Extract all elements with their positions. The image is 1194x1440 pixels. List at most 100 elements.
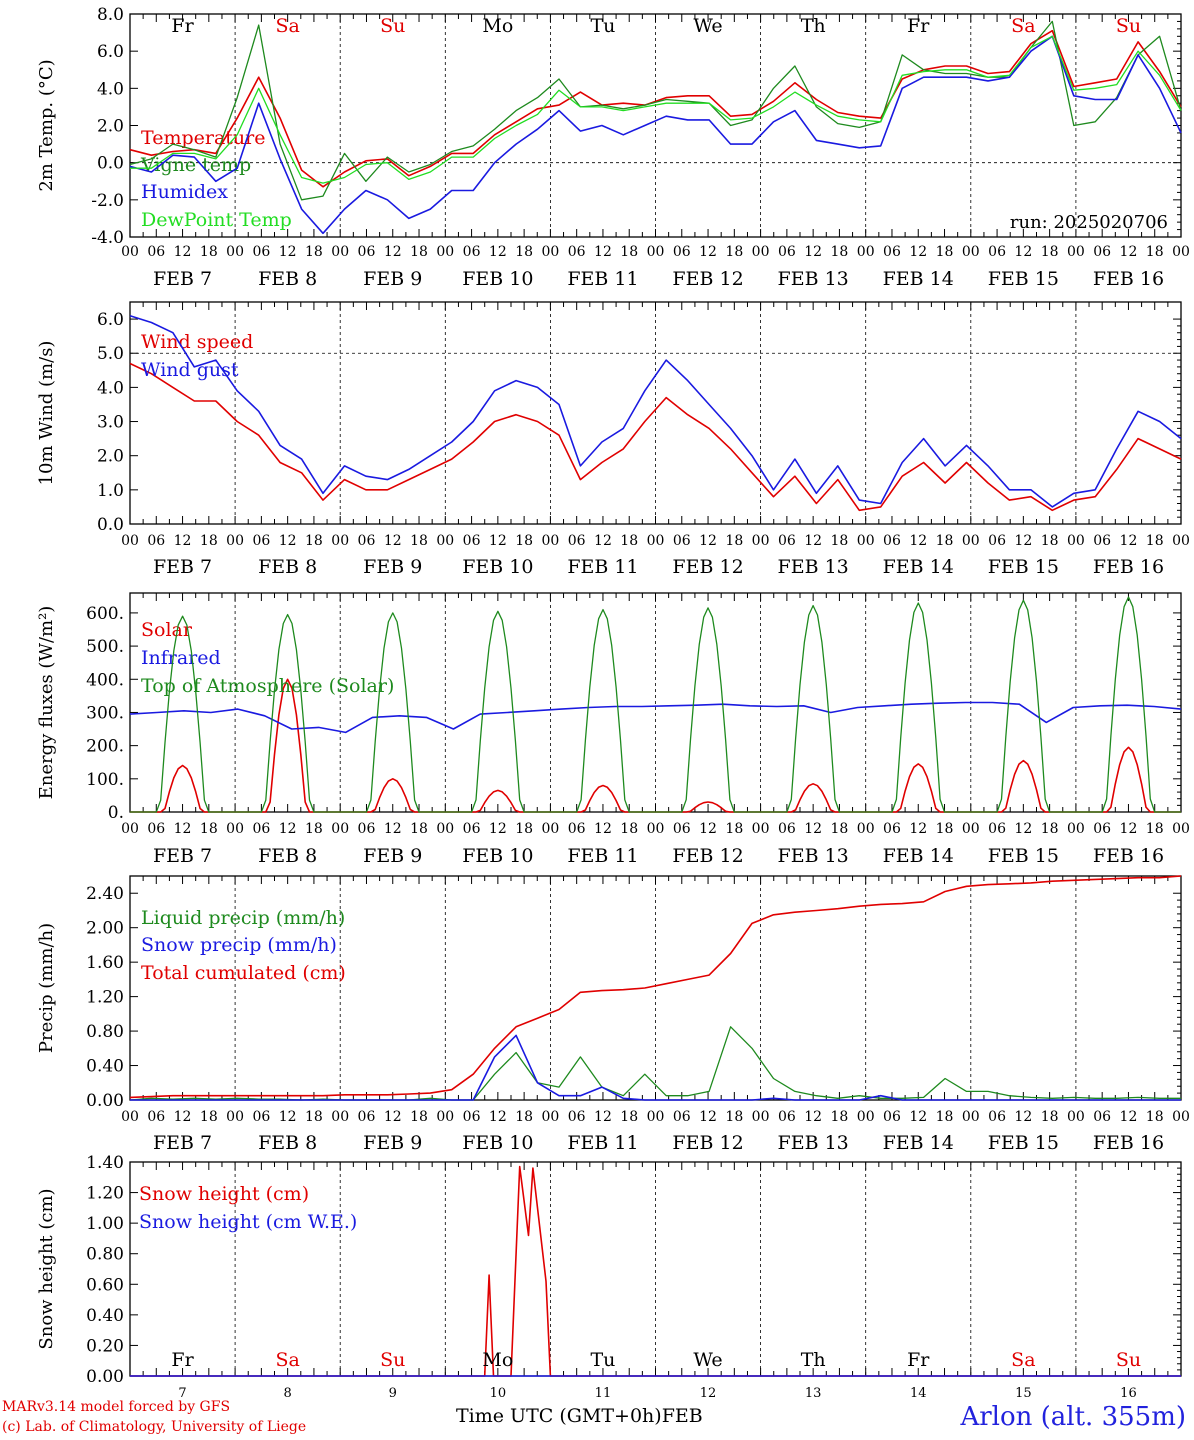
date-label: FEB 12	[672, 268, 743, 290]
y-tick-label: 0.00	[86, 1367, 124, 1387]
hour-label: 18	[725, 1109, 743, 1125]
hour-label: 06	[463, 244, 481, 260]
hour-label: 06	[252, 244, 270, 260]
hour-label: 18	[515, 1109, 533, 1125]
date-label: FEB 10	[462, 845, 533, 867]
hour-label: 06	[778, 1109, 796, 1125]
hour-label: 00	[121, 821, 139, 837]
hour-label: 18	[936, 244, 954, 260]
hour-label: 12	[279, 821, 297, 837]
hour-label: 00	[436, 533, 454, 549]
hour-label: 18	[1146, 1109, 1164, 1125]
hour-label: 12	[909, 821, 927, 837]
hour-label: 12	[1120, 1109, 1138, 1125]
legend-entry: Solar	[141, 619, 193, 641]
series-line-wind-gust	[129, 314, 1182, 508]
day-number-label: 14	[910, 1386, 927, 1401]
hour-label: 12	[174, 1109, 192, 1125]
y-tick-label: 2.0	[97, 117, 124, 137]
hour-label: 12	[174, 533, 192, 549]
hour-label: 18	[410, 533, 428, 549]
hour-label: 06	[463, 533, 481, 549]
plot-frame	[129, 13, 1182, 238]
hour-label: 00	[647, 821, 665, 837]
date-label: FEB 10	[462, 556, 533, 578]
y-tick-label: 4.0	[97, 79, 124, 99]
hour-label: 06	[358, 1109, 376, 1125]
y-tick-label: 6.0	[97, 310, 124, 330]
y-tick-label: 1.20	[86, 1184, 124, 1204]
panel-2: 0.0 1.0 2.0 3.0 4.0 5.0 6.0 10m Wind (m/s) Wind …	[36, 301, 1190, 578]
legend-entry: DewPoint Temp	[141, 209, 292, 231]
hour-label: 12	[384, 533, 402, 549]
series-line-wind-speed	[129, 362, 1182, 512]
weekday-label: Th	[801, 15, 826, 37]
hour-label: 00	[1067, 821, 1085, 837]
legend-entry: Total cumulated (cm)	[141, 962, 346, 984]
weekday-label: Tu	[590, 15, 615, 37]
date-label: FEB 9	[363, 845, 422, 867]
y-tick-label: 6.0	[97, 42, 124, 62]
hour-label: 12	[489, 1109, 507, 1125]
date-label: FEB 13	[778, 1132, 849, 1154]
date-label: FEB 15	[988, 268, 1059, 290]
hour-label: 06	[147, 821, 165, 837]
hour-label: 00	[962, 244, 980, 260]
legend-entry: Snow precip (mm/h)	[141, 934, 337, 956]
y-tick-label: 0.0	[97, 515, 124, 535]
hour-label: 06	[463, 1109, 481, 1125]
weekday-label: Su	[380, 15, 405, 37]
series-line-dewpoint-temp	[130, 35, 1182, 184]
hour-label: 12	[384, 244, 402, 260]
date-label: FEB 9	[363, 1132, 422, 1154]
hour-label: 00	[1067, 244, 1085, 260]
hour-label: 06	[1093, 244, 1111, 260]
hour-label: 12	[174, 244, 192, 260]
y-tick-label: 0.80	[86, 1245, 124, 1265]
weekday-label: Sa	[275, 15, 299, 37]
legend-entry: Infrared	[141, 647, 221, 669]
hour-label: 12	[384, 1109, 402, 1125]
hour-label: 00	[752, 533, 770, 549]
hour-label: 12	[804, 1109, 822, 1125]
hour-label: 00	[121, 533, 139, 549]
hour-label: 00	[857, 1109, 875, 1125]
hour-label: 06	[568, 533, 586, 549]
hour-label: 12	[909, 244, 927, 260]
date-label: FEB 8	[258, 845, 317, 867]
weekday-label: Sa	[1011, 1349, 1035, 1371]
hour-label: 06	[673, 244, 691, 260]
hour-label: 06	[988, 533, 1006, 549]
hour-label: 00	[857, 533, 875, 549]
weekday-label: We	[693, 1349, 722, 1371]
panel-5: 0.00 0.20 0.40 0.60 0.80 1.00 1.20 1.40 Snow hei…	[36, 1153, 1182, 1401]
date-label: FEB 7	[153, 556, 212, 578]
hour-label: 12	[594, 821, 612, 837]
hour-label: 12	[279, 244, 297, 260]
hour-label: 18	[1041, 533, 1059, 549]
hour-label: 18	[936, 533, 954, 549]
date-label: FEB 7	[153, 268, 212, 290]
legend-entry: Snow height (cm W.E.)	[139, 1211, 357, 1233]
lab-credit: (c) Lab. of Climatology, University of L…	[2, 1419, 307, 1435]
hour-label: 06	[883, 1109, 901, 1125]
legend-entry: Liquid precip (mm/h)	[141, 907, 345, 929]
y-tick-label: 1.60	[86, 953, 124, 973]
hour-label: 12	[594, 244, 612, 260]
date-label: FEB 11	[567, 556, 638, 578]
date-label: FEB 16	[1093, 845, 1164, 867]
hour-label: 18	[725, 821, 743, 837]
hour-label: 00	[1067, 533, 1085, 549]
hour-label: 18	[725, 244, 743, 260]
y-axis-title: Snow height (cm)	[36, 1188, 57, 1349]
legend-entry: Temperature	[141, 127, 265, 149]
hour-label: 00	[647, 533, 665, 549]
hour-label: 06	[778, 244, 796, 260]
weekday-label: Mo	[482, 15, 513, 37]
hour-label: 00	[647, 1109, 665, 1125]
hour-label: 12	[699, 1109, 717, 1125]
y-tick-label: 3.0	[97, 413, 124, 433]
series-line-humidex	[129, 35, 1182, 235]
weekday-label: Fr	[171, 15, 194, 37]
